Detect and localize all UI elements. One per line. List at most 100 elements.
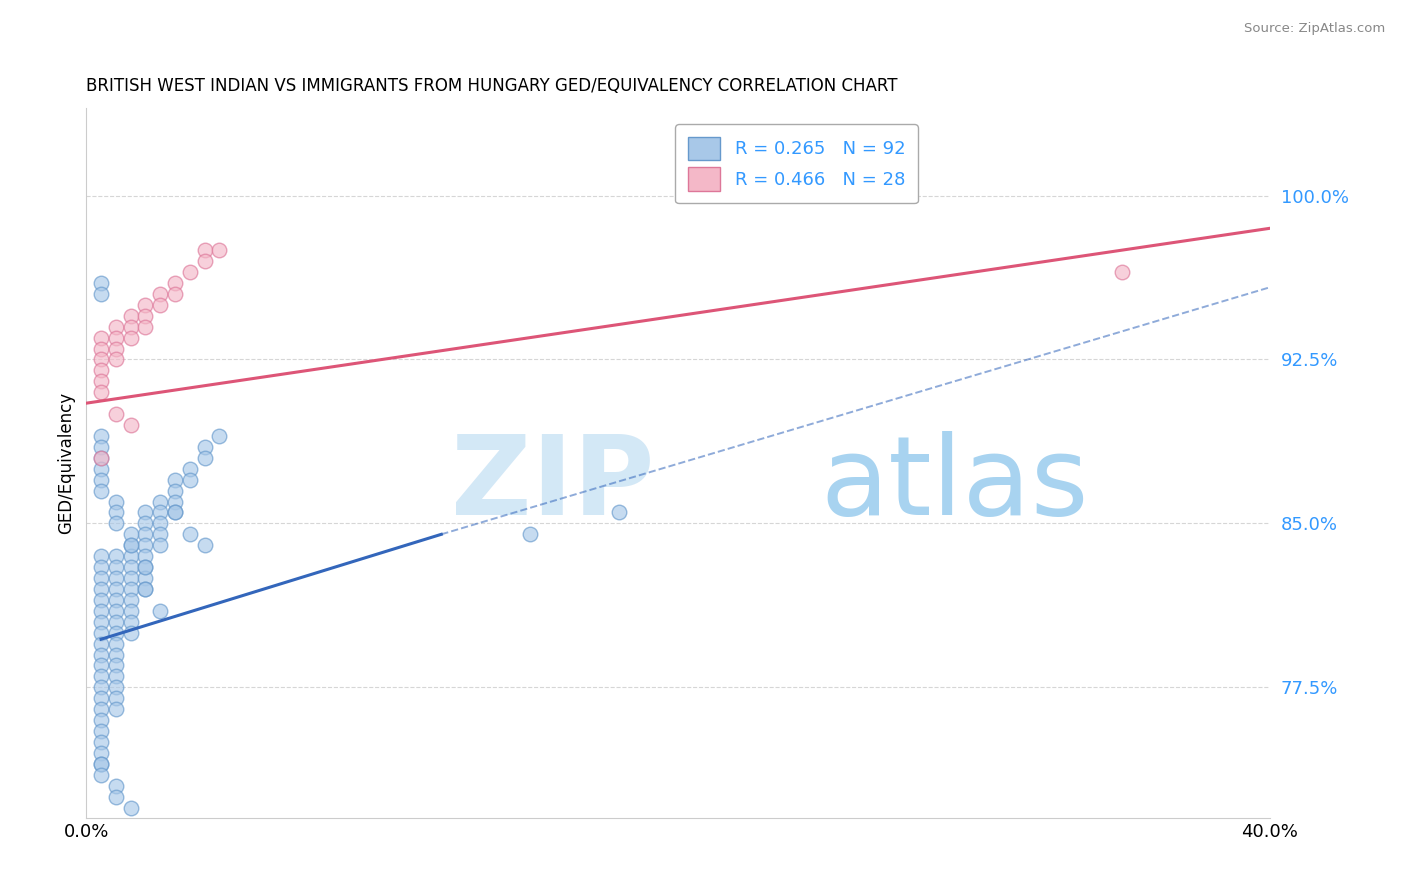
Point: [120, 538, 142, 552]
Point: [134, 319, 156, 334]
Point: [90, 658, 112, 673]
Point: [179, 265, 201, 279]
Point: [165, 506, 187, 520]
Text: atlas: atlas: [820, 431, 1088, 538]
Point: [90, 450, 112, 465]
Point: [104, 330, 127, 344]
Point: [120, 309, 142, 323]
Point: [134, 309, 156, 323]
Point: [194, 538, 217, 552]
Point: [179, 462, 201, 476]
Point: [104, 604, 127, 618]
Point: [104, 615, 127, 629]
Point: [90, 440, 112, 454]
Point: [149, 604, 172, 618]
Point: [104, 342, 127, 356]
Point: [120, 549, 142, 564]
Point: [104, 625, 127, 640]
Point: [134, 549, 156, 564]
Point: [104, 669, 127, 683]
Point: [90, 615, 112, 629]
Point: [134, 298, 156, 312]
Point: [90, 276, 112, 290]
Point: [149, 298, 172, 312]
Point: [90, 756, 112, 771]
Point: [120, 538, 142, 552]
Point: [120, 625, 142, 640]
Point: [120, 604, 142, 618]
Point: [134, 560, 156, 574]
Point: [134, 516, 156, 531]
Point: [90, 604, 112, 618]
Point: [104, 560, 127, 574]
Point: [194, 450, 217, 465]
Point: [165, 494, 187, 508]
Y-axis label: GED/Equivalency: GED/Equivalency: [58, 392, 75, 534]
Point: [149, 538, 172, 552]
Point: [165, 286, 187, 301]
Point: [134, 538, 156, 552]
Point: [104, 494, 127, 508]
Point: [90, 681, 112, 695]
Point: [120, 615, 142, 629]
Point: [134, 582, 156, 596]
Point: [607, 506, 630, 520]
Point: [120, 593, 142, 607]
Point: [104, 352, 127, 367]
Point: [165, 473, 187, 487]
Point: [90, 352, 112, 367]
Point: [104, 702, 127, 716]
Point: [134, 527, 156, 541]
Point: [120, 319, 142, 334]
Point: [90, 768, 112, 782]
Point: [90, 363, 112, 377]
Point: [120, 527, 142, 541]
Legend: R = 0.265   N = 92, R = 0.466   N = 28: R = 0.265 N = 92, R = 0.466 N = 28: [675, 124, 918, 203]
Point: [149, 516, 172, 531]
Point: [208, 429, 231, 443]
Point: [104, 779, 127, 793]
Point: [179, 473, 201, 487]
Point: [165, 483, 187, 498]
Text: BRITISH WEST INDIAN VS IMMIGRANTS FROM HUNGARY GED/EQUIVALENCY CORRELATION CHART: BRITISH WEST INDIAN VS IMMIGRANTS FROM H…: [86, 78, 898, 95]
Point: [179, 527, 201, 541]
Point: [104, 789, 127, 804]
Point: [90, 473, 112, 487]
Point: [134, 582, 156, 596]
Point: [90, 625, 112, 640]
Point: [194, 243, 217, 257]
Point: [104, 582, 127, 596]
Point: [90, 582, 112, 596]
Point: [149, 494, 172, 508]
Point: [194, 254, 217, 268]
Point: [134, 560, 156, 574]
Point: [120, 560, 142, 574]
Point: [90, 571, 112, 585]
Point: [104, 319, 127, 334]
Text: ZIP: ZIP: [451, 431, 654, 538]
Point: [90, 669, 112, 683]
Point: [90, 330, 112, 344]
Point: [90, 746, 112, 760]
Point: [149, 506, 172, 520]
Point: [90, 756, 112, 771]
Point: [104, 593, 127, 607]
Point: [120, 800, 142, 814]
Point: [104, 637, 127, 651]
Point: [104, 658, 127, 673]
Point: [104, 516, 127, 531]
Point: [90, 560, 112, 574]
Point: [120, 330, 142, 344]
Point: [149, 286, 172, 301]
Point: [90, 483, 112, 498]
Point: [90, 450, 112, 465]
Point: [90, 549, 112, 564]
Point: [194, 440, 217, 454]
Point: [165, 506, 187, 520]
Point: [90, 637, 112, 651]
Point: [104, 506, 127, 520]
Point: [90, 702, 112, 716]
Point: [90, 691, 112, 706]
Point: [90, 713, 112, 727]
Point: [90, 429, 112, 443]
